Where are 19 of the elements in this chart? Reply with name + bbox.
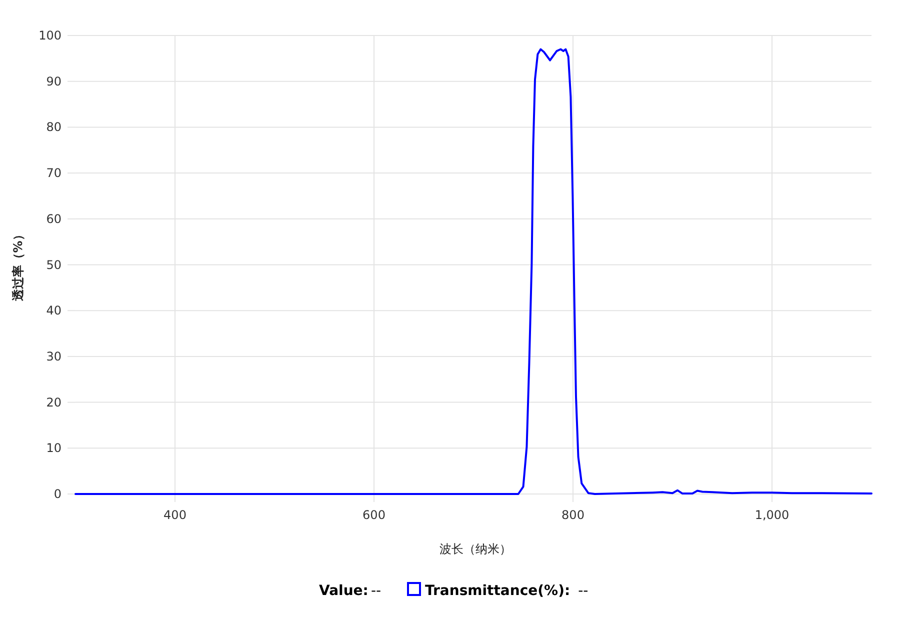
legend: Value: -- Transmittance(%): -- <box>319 582 588 599</box>
x-tick-label: 1,000 <box>754 508 790 522</box>
x-tick-label: 400 <box>164 508 186 522</box>
y-tick-label: 0 <box>54 487 62 501</box>
x-tick-label: 800 <box>562 508 584 522</box>
y-tick-label: 80 <box>46 120 62 134</box>
y-tick-label: 50 <box>46 258 62 272</box>
y-tick-label: 70 <box>46 166 62 180</box>
y-tick-label: 10 <box>46 441 62 456</box>
y-axis-title: 透过率（%） <box>11 228 25 302</box>
legend-label: Transmittance(%): <box>425 583 570 599</box>
y-tick-label: 20 <box>46 395 62 410</box>
x-tick-label: 600 <box>362 508 386 522</box>
y-tick-label: 60 <box>46 212 62 226</box>
x-axis-title: 波长（纳米） <box>440 542 512 556</box>
y-tick-label: 40 <box>46 304 62 318</box>
y-tick-label: 90 <box>46 74 62 88</box>
y-tick-label: 100 <box>38 28 62 42</box>
y-tick-label: 30 <box>46 349 62 364</box>
